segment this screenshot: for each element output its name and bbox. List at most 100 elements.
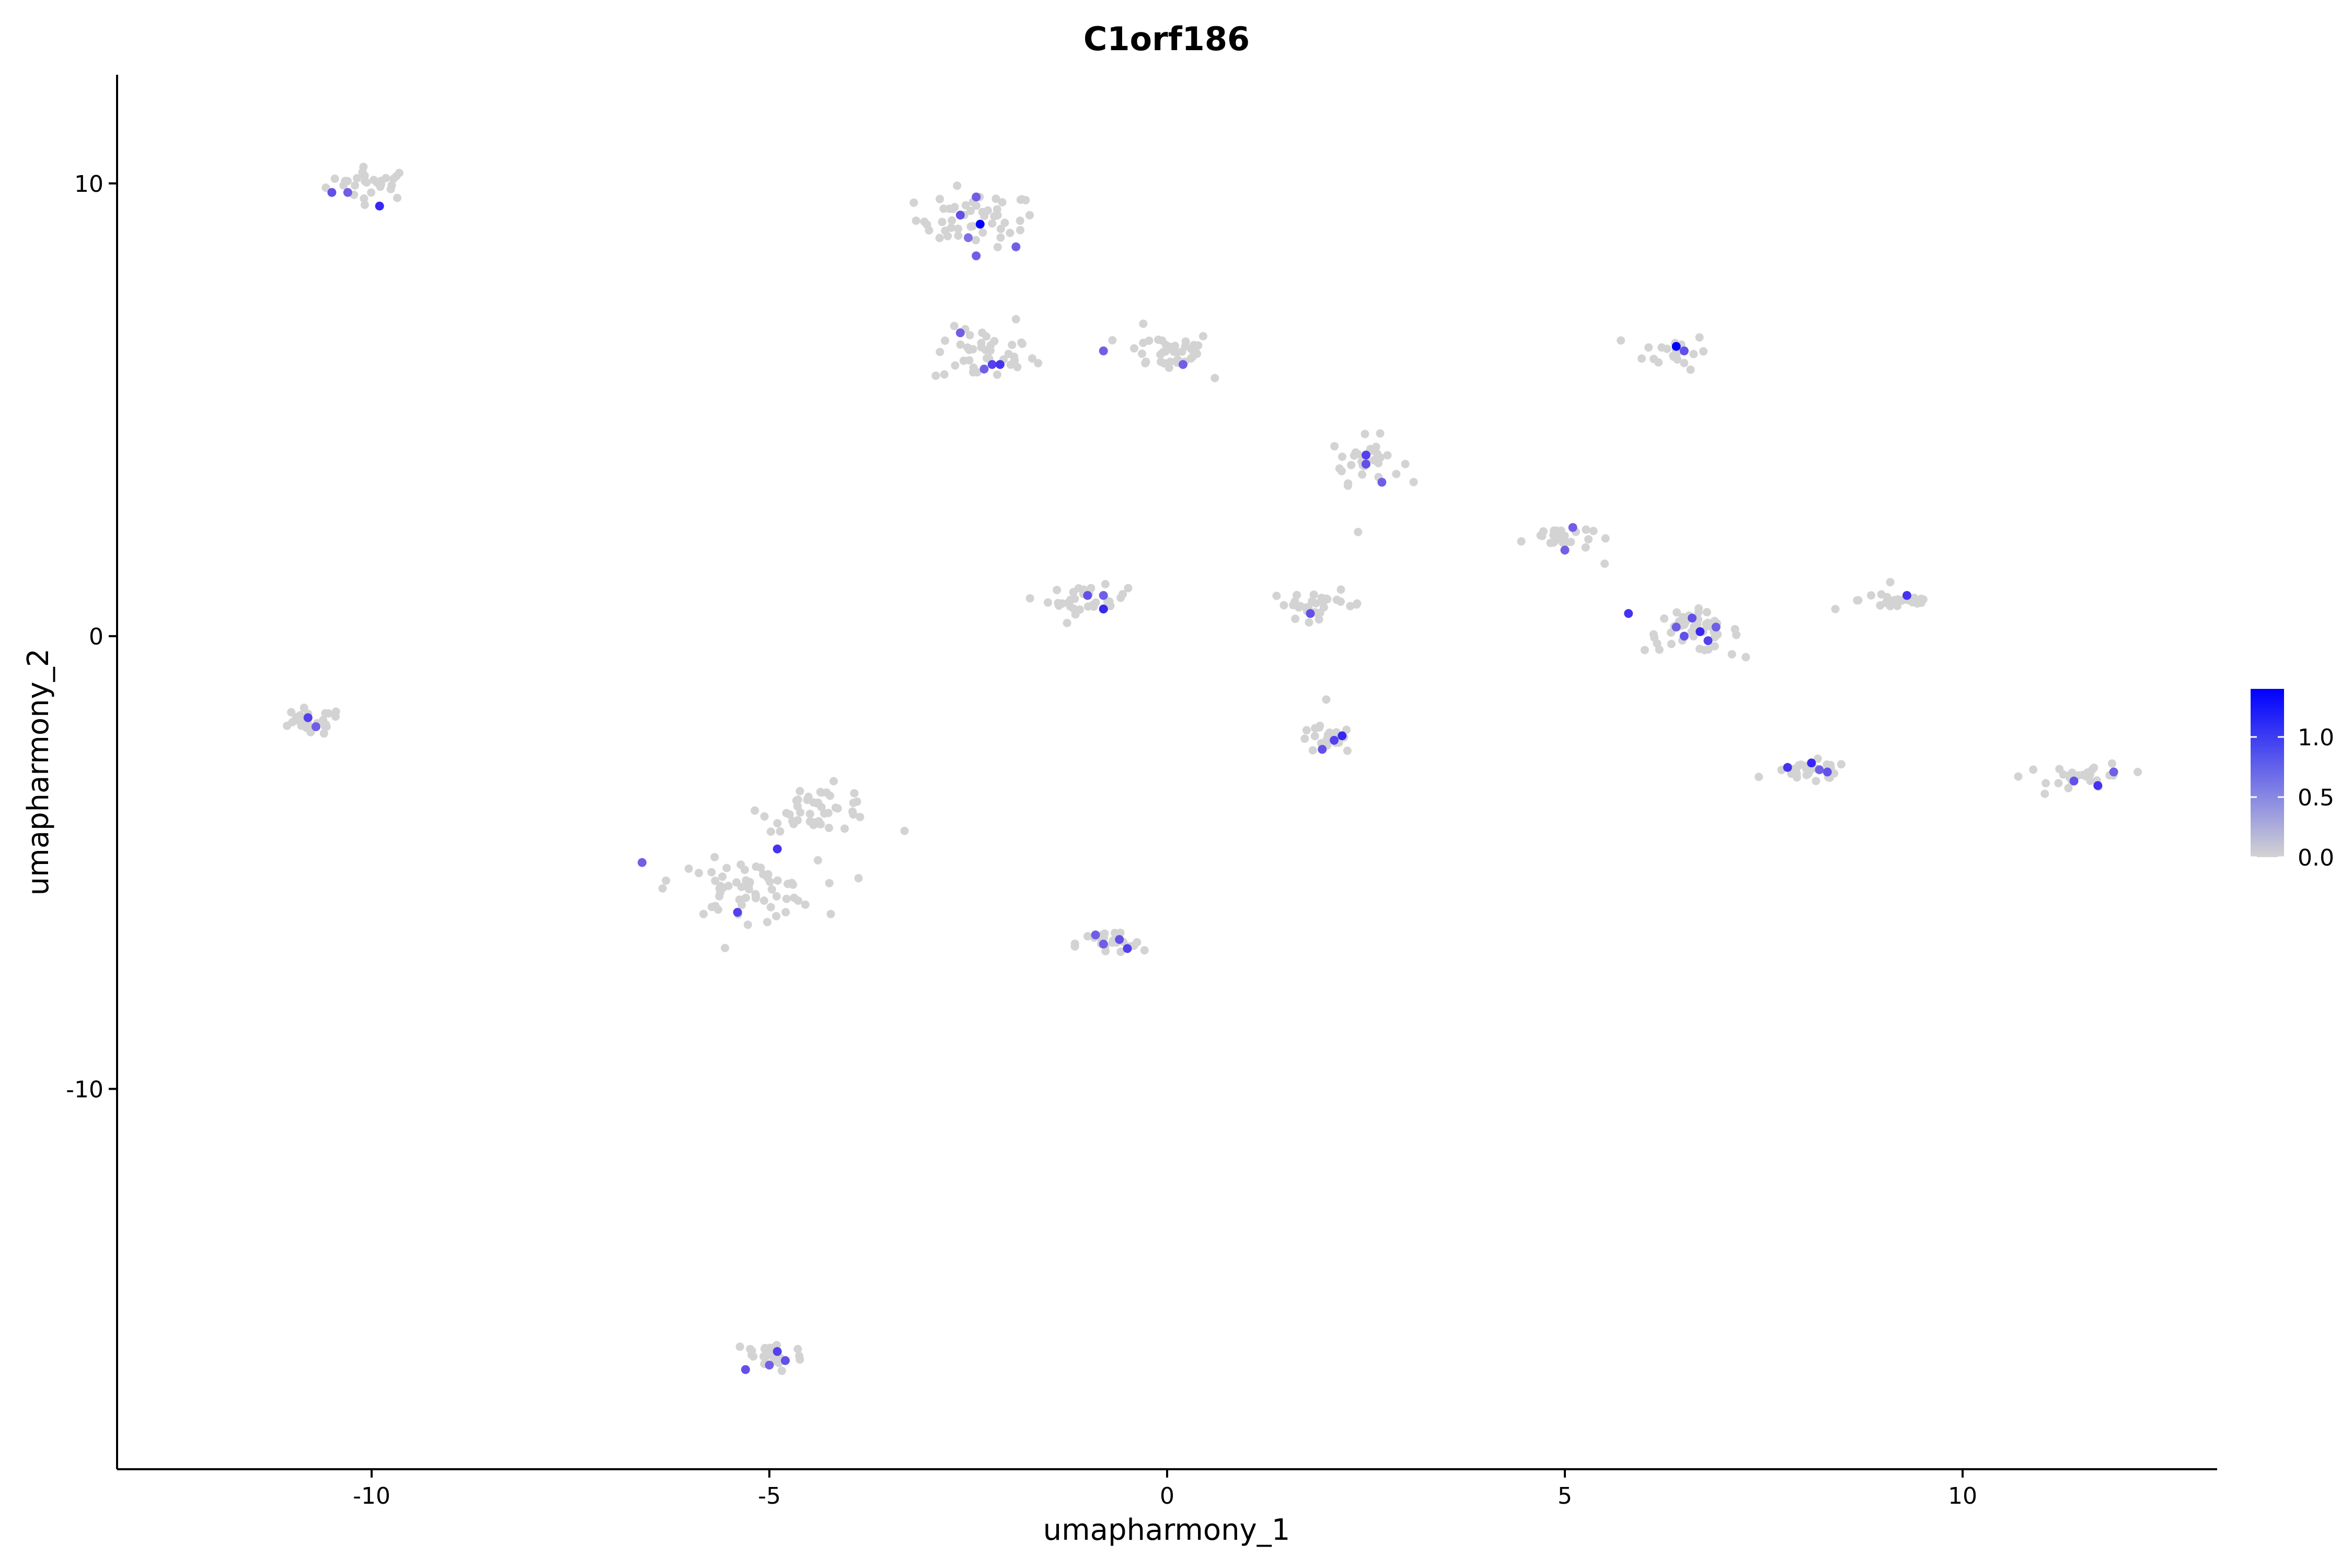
expressing-cell-point bbox=[987, 360, 997, 369]
expressing-cell-point bbox=[1115, 935, 1124, 944]
cell-point bbox=[1369, 456, 1378, 465]
legend-colorbar bbox=[2251, 689, 2284, 857]
cell-point bbox=[718, 872, 727, 881]
cell-point bbox=[1650, 633, 1659, 642]
cell-point bbox=[1600, 559, 1609, 568]
cell-point bbox=[1108, 938, 1117, 947]
expressing-cell-point bbox=[955, 328, 965, 338]
expressing-cell-point bbox=[975, 220, 985, 229]
cell-point bbox=[747, 1346, 756, 1355]
cell-point bbox=[1053, 585, 1062, 594]
expressing-cell-point bbox=[972, 251, 981, 260]
cell-point bbox=[2107, 759, 2116, 768]
expressing-cell-point bbox=[733, 908, 742, 917]
cell-point bbox=[1538, 532, 1547, 540]
cell-point bbox=[1660, 614, 1668, 623]
cell-point bbox=[1667, 640, 1676, 649]
expressing-cell-point bbox=[781, 1356, 790, 1365]
cell-point bbox=[978, 207, 987, 216]
cell-point bbox=[950, 321, 959, 330]
cell-point bbox=[1070, 942, 1079, 951]
cell-point bbox=[1654, 358, 1663, 367]
cell-point bbox=[1291, 614, 1300, 623]
cell-point bbox=[1354, 527, 1363, 536]
cell-point bbox=[966, 206, 975, 215]
cell-point bbox=[1066, 595, 1075, 604]
cell-point bbox=[935, 234, 944, 243]
expressing-cell-point bbox=[303, 713, 313, 722]
cell-point bbox=[1644, 343, 1653, 352]
cell-point bbox=[299, 704, 308, 712]
cell-point bbox=[993, 243, 1002, 251]
cell-point bbox=[1025, 211, 1034, 220]
cell-point bbox=[756, 863, 765, 872]
cell-point bbox=[1325, 728, 1334, 737]
expressing-cell-point bbox=[1783, 763, 1792, 772]
cell-point bbox=[1866, 591, 1875, 600]
cell-point bbox=[852, 797, 861, 806]
cell-point bbox=[319, 729, 328, 738]
cell-point bbox=[1006, 360, 1015, 369]
expressing-cell-point bbox=[1377, 478, 1387, 487]
cell-point bbox=[1091, 598, 1100, 607]
x-axis-title: umapharmony_1 bbox=[1043, 1513, 1290, 1547]
cell-point bbox=[1376, 429, 1385, 438]
cell-point bbox=[1066, 602, 1075, 611]
cell-point bbox=[826, 791, 835, 800]
cell-point bbox=[1025, 594, 1034, 603]
cell-point bbox=[2134, 768, 2142, 776]
legend-tick-label: 0.5 bbox=[2298, 785, 2334, 811]
cell-point bbox=[1886, 602, 1895, 610]
cell-point bbox=[1141, 359, 1150, 367]
cell-point bbox=[943, 232, 952, 240]
cell-point bbox=[983, 354, 991, 363]
cell-point bbox=[1401, 459, 1410, 468]
cell-point bbox=[1727, 650, 1736, 659]
color-legend: 0.0 0.5 1.0 bbox=[2251, 689, 2334, 871]
cell-point bbox=[948, 216, 956, 225]
cell-point bbox=[1346, 602, 1355, 610]
cell-point bbox=[751, 806, 759, 815]
expressing-cell-point bbox=[375, 201, 384, 211]
cell-point bbox=[1336, 585, 1345, 594]
expressing-cell-point bbox=[741, 1365, 750, 1374]
cell-point bbox=[795, 1352, 804, 1361]
cell-point bbox=[772, 912, 781, 920]
cell-point bbox=[1792, 773, 1801, 782]
cell-point bbox=[1295, 603, 1303, 612]
expressing-cell-point bbox=[1624, 609, 1633, 618]
cell-point bbox=[773, 819, 782, 828]
cell-point bbox=[850, 789, 859, 798]
cell-point bbox=[775, 1358, 783, 1367]
cell-point bbox=[941, 336, 950, 345]
cell-point bbox=[977, 339, 986, 348]
cell-point bbox=[382, 174, 390, 182]
cell-point bbox=[978, 228, 987, 237]
cell-point bbox=[954, 231, 963, 240]
cell-point bbox=[1013, 363, 1022, 372]
expressing-cell-point bbox=[1671, 342, 1681, 351]
cell-point bbox=[900, 826, 909, 835]
cell-point bbox=[1667, 628, 1676, 637]
axes: -10 -5 0 5 10 10 0 -10 bbox=[66, 75, 2217, 1509]
expressing-cell-point bbox=[1338, 731, 1347, 741]
expressing-cell-point bbox=[1902, 591, 1911, 600]
cell-point bbox=[715, 884, 724, 893]
cell-point bbox=[781, 908, 790, 917]
cell-point bbox=[1383, 451, 1392, 460]
cell-point bbox=[662, 876, 671, 885]
cell-point bbox=[849, 810, 858, 819]
cell-point bbox=[360, 194, 368, 203]
cell-point bbox=[1876, 601, 1885, 610]
cell-point bbox=[1678, 613, 1687, 621]
cell-point bbox=[1028, 354, 1036, 363]
cell-point bbox=[1034, 359, 1043, 367]
cell-point bbox=[353, 174, 362, 182]
cell-point bbox=[776, 827, 785, 836]
cell-point bbox=[331, 712, 340, 721]
cell-point bbox=[1361, 430, 1369, 439]
cell-point bbox=[1304, 603, 1313, 612]
cell-point bbox=[953, 181, 962, 190]
expressing-cell-point bbox=[964, 233, 973, 243]
y-ticks: 10 0 -10 bbox=[66, 171, 117, 1103]
